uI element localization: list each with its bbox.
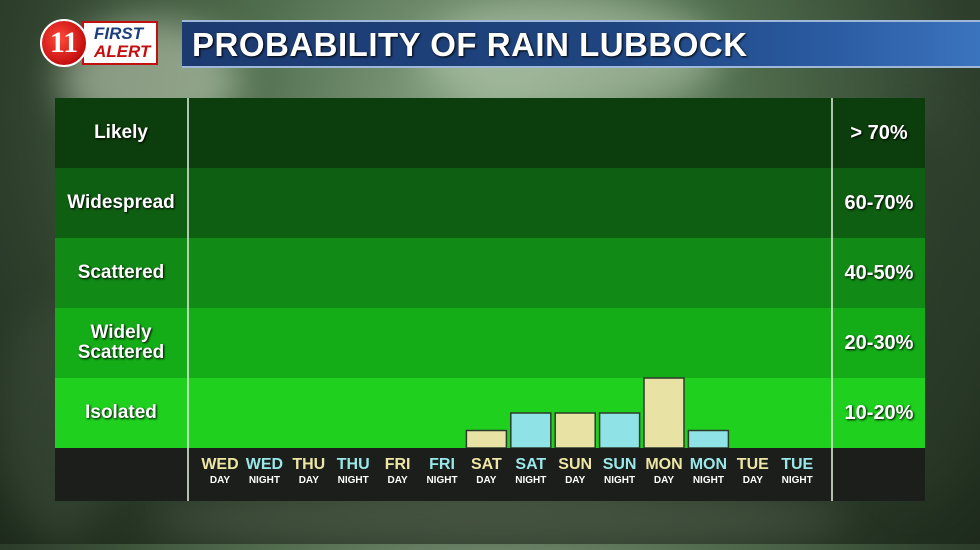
x-tick-wed-night: WED NIGHT — [242, 456, 286, 488]
band-scattered: Scattered 40-50% — [55, 238, 925, 308]
page-title: PROBABILITY OF RAIN LUBBOCK — [192, 26, 748, 63]
band-likely: Likely > 70% — [55, 98, 925, 168]
tick-day-label: MON — [689, 456, 728, 473]
tick-period-label: NIGHT — [692, 475, 724, 486]
tick-day-label: SAT — [470, 456, 502, 473]
x-tick-tue-day: TUE DAY — [731, 456, 775, 488]
x-tick-mon-night: MON NIGHT — [686, 456, 730, 488]
right-divider — [831, 98, 833, 501]
band-widespread: Widespread 60-70% — [55, 168, 925, 238]
band-label: Isolated — [85, 402, 157, 423]
band-label: Likely — [94, 122, 148, 143]
bar-mon-night — [687, 429, 730, 449]
station-logo: 11 FIRST ALERT — [40, 18, 170, 68]
bar-mon-day — [643, 377, 685, 449]
bar-sun-day — [554, 412, 596, 449]
tick-day-label: WED — [245, 456, 284, 473]
tick-period-label: NIGHT — [426, 475, 458, 486]
band-range: > 70% — [850, 121, 908, 144]
x-tick-sun-day: SUN DAY — [553, 456, 597, 488]
bar-sat-night — [510, 412, 552, 449]
tick-period-label: DAY — [476, 475, 497, 486]
x-tick-wed-day: WED DAY — [198, 456, 242, 488]
tick-period-label: NIGHT — [248, 475, 280, 486]
tick-day-label: FRI — [429, 456, 455, 473]
tick-period-label: NIGHT — [781, 475, 813, 486]
x-tick-tue-night: TUE NIGHT — [775, 456, 819, 488]
band-label: Widespread — [67, 192, 175, 213]
band-widely-scattered: Widely Scattered 20-30% — [55, 308, 925, 378]
x-tick-fri-day: FRI DAY — [376, 456, 420, 488]
x-tick-sat-night: SAT NIGHT — [509, 456, 553, 488]
tick-day-label: WED — [201, 456, 239, 473]
logo-badge-icon: 11 — [40, 19, 88, 67]
tick-period-label: NIGHT — [515, 475, 547, 486]
tick-day-label: THU — [336, 456, 370, 473]
tick-period-label: DAY — [209, 475, 231, 486]
bar-sun-night — [598, 412, 641, 449]
tick-period-label: DAY — [565, 475, 586, 486]
band-range: 10-20% — [844, 401, 914, 424]
x-tick-thu-day: THU DAY — [287, 456, 331, 488]
band-range: 20-30% — [844, 331, 914, 354]
x-axis-footer — [55, 448, 925, 501]
tick-day-label: MON — [645, 456, 683, 473]
x-tick-sat-day: SAT DAY — [464, 456, 508, 488]
tick-day-label: TUE — [781, 456, 814, 473]
rain-probability-chart: Likely > 70% Widespread 60-70% Scattered 40-5… — [55, 98, 925, 501]
tick-period-label: NIGHT — [604, 475, 636, 486]
tick-day-label: THU — [292, 456, 326, 473]
title-bar: PROBABILITY OF RAIN LUBBOCK — [182, 20, 980, 68]
x-tick-mon-day: MON DAY — [642, 456, 686, 488]
tick-period-label: DAY — [387, 475, 408, 486]
tick-period-label: DAY — [653, 475, 675, 486]
tick-period-label: DAY — [298, 475, 319, 486]
left-divider — [187, 98, 189, 501]
tick-period-label: DAY — [742, 475, 763, 486]
tick-period-label: NIGHT — [337, 475, 369, 486]
logo-wordmark: FIRST ALERT — [82, 21, 159, 65]
logo-line2: ALERT — [94, 42, 151, 61]
band-range: 60-70% — [844, 191, 914, 214]
tick-day-label: SUN — [558, 456, 593, 473]
tick-day-label: SUN — [602, 456, 637, 473]
logo-number: 11 — [49, 26, 79, 59]
bar-layer — [465, 377, 730, 449]
x-tick-fri-night: FRI NIGHT — [420, 456, 464, 488]
band-label: Scattered — [77, 262, 165, 283]
tick-day-label: SAT — [515, 456, 547, 473]
bar-sat-day — [465, 429, 508, 449]
tick-day-label: FRI — [384, 456, 411, 473]
band-label: Widely Scattered — [77, 322, 165, 363]
logo-line1: FIRST — [94, 24, 144, 43]
x-tick-sun-night: SUN NIGHT — [598, 456, 642, 488]
band-range: 40-50% — [844, 261, 914, 284]
tick-day-label: TUE — [736, 456, 769, 473]
x-tick-thu-night: THU NIGHT — [331, 456, 375, 488]
